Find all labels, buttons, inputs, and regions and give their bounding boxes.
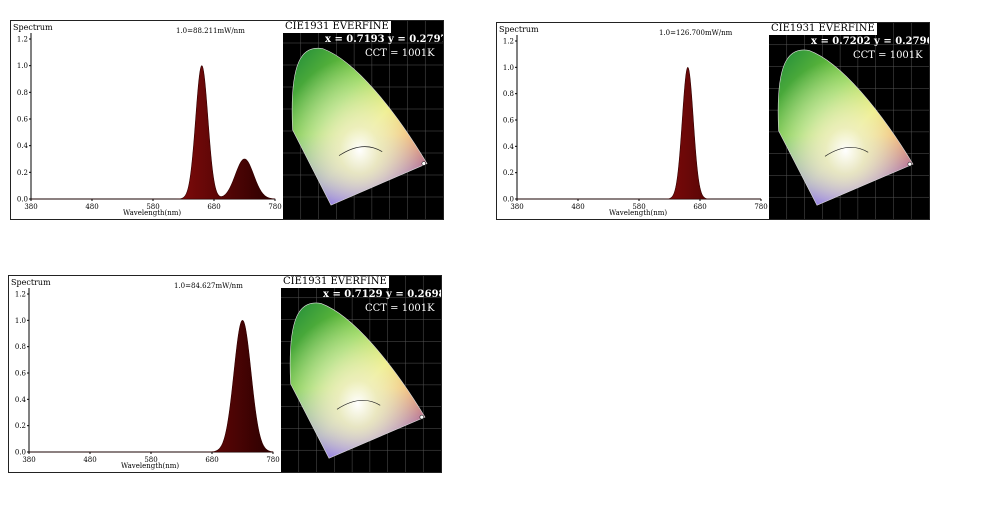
cie-cct-readout: CCT = 1001K: [365, 48, 435, 59]
y-tick-label: 0.8: [17, 89, 28, 97]
y-tick-label: 0.4: [503, 143, 515, 151]
x-tick-label: 380: [22, 456, 35, 464]
cie-xy-readout: x = 0.7202 y = 0.2796: [811, 36, 929, 47]
spectrum-svg: 0.0 0.2 0.4 0.6 0.8 1.0 1.2 380 480 580 680 780: [17, 33, 282, 211]
x-tick-label: 680: [207, 203, 220, 211]
y-tick-label: 0.6: [17, 116, 29, 124]
spectrum-title: Spectrum: [11, 278, 51, 287]
cie-diagram: CIE1931 EVERFINE x = 0.7202 y = 0.2796 C…: [769, 23, 929, 219]
y-tick-label: 0.2: [17, 169, 28, 177]
x-axis-label: Wavelength(nm): [123, 209, 182, 217]
y-tick-label: 0.0: [15, 449, 26, 457]
cie-header: CIE1931 EVERFINE: [281, 276, 389, 288]
cie-diagram: CIE1931 EVERFINE x = 0.7129 y = 0.2698 C…: [281, 276, 441, 472]
spectrum-plot: Spectrum 1.0=88.211mW/nm 0.0 0.2 0.4 0.6 0.8…: [11, 21, 283, 219]
x-tick-label: 480: [83, 456, 96, 464]
cie-header: CIE1931 EVERFINE: [769, 23, 877, 35]
y-tick-label: 0.0: [17, 196, 28, 204]
x-tick-label: 680: [693, 203, 706, 211]
x-tick-label: 680: [205, 456, 218, 464]
cie-svg: [281, 276, 441, 472]
y-tick-label: 1.0: [17, 62, 28, 70]
cie-xy-readout: x = 0.7129 y = 0.2698: [323, 289, 441, 300]
y-tick-label: 0.6: [15, 370, 27, 378]
cie-point: [421, 161, 427, 166]
x-tick-label: 780: [754, 203, 767, 211]
cie-diagram: CIE1931 EVERFINE x = 0.7193 y = 0.2797 C…: [283, 21, 443, 219]
cie-locus-white: [778, 49, 913, 206]
cie-locus-outline: [291, 47, 428, 206]
cie-svg: [283, 21, 443, 219]
spectrum-panel-3: Spectrum 1.0=84.627mW/nm 0.0 0.2 0.4 0.6 0.8…: [8, 275, 442, 473]
planckian-locus: [824, 147, 869, 157]
peak-label: 1.0=84.627mW/nm: [174, 282, 243, 290]
y-tick-label: 0.2: [503, 169, 514, 177]
y-tick-label: 0.2: [15, 422, 26, 430]
peak-label: 1.0=126.700mW/nm: [659, 29, 733, 37]
cie-point: [907, 161, 913, 167]
peak-label: 1.0=88.211mW/nm: [176, 27, 245, 35]
x-tick-label: 580: [144, 456, 157, 464]
y-tick-label: 1.0: [15, 317, 26, 325]
spectrum-title: Spectrum: [499, 25, 539, 34]
spectrum-svg: 0.0 0.2 0.4 0.6 0.8 1.0 1.2 380 480 580 680 780: [503, 35, 768, 211]
cie-header: CIE1931 EVERFINE: [283, 21, 391, 33]
y-tick-label: 1.2: [503, 38, 514, 46]
x-axis-label: Wavelength(nm): [609, 209, 668, 217]
x-tick-label: 780: [266, 456, 279, 464]
y-tick-label: 0.6: [503, 117, 515, 125]
x-tick-label: 480: [571, 203, 584, 211]
y-tick-label: 1.2: [15, 291, 26, 299]
x-tick-label: 780: [268, 203, 281, 211]
spectrum-panel-1: Spectrum 1.0=88.211mW/nm 0.0 0.2 0.4 0.6 0.8…: [10, 20, 444, 220]
planckian-locus: [338, 146, 383, 156]
y-tick-label: 0.0: [503, 196, 514, 204]
x-tick-label: 580: [632, 203, 645, 211]
spectrum-panel-2: Spectrum 1.0=126.700mW/nm 0.0 0.2 0.4 0.6 0.…: [496, 22, 930, 220]
cie-xy-readout: x = 0.7193 y = 0.2797: [325, 34, 443, 45]
x-tick-label: 480: [85, 203, 98, 211]
x-tick-label: 380: [510, 203, 523, 211]
planckian-locus: [336, 400, 381, 410]
cie-svg: [769, 23, 929, 219]
x-tick-label: 580: [146, 203, 159, 211]
spectrum-area: [517, 66, 761, 200]
cie-cct-readout: CCT = 1001K: [853, 50, 923, 61]
spectrum-area: [31, 65, 276, 200]
x-tick-label: 380: [24, 203, 37, 211]
y-tick-label: 0.4: [15, 396, 27, 404]
y-tick-label: 0.8: [15, 343, 26, 351]
y-tick-label: 1.0: [503, 64, 514, 72]
spectrum-plot: Spectrum 1.0=126.700mW/nm 0.0 0.2 0.4 0.6 0.…: [497, 23, 769, 219]
spectrum-area: [29, 319, 274, 453]
y-tick-label: 0.4: [17, 142, 29, 150]
cie-locus-white: [292, 48, 427, 206]
cie-cct-readout: CCT = 1001K: [365, 303, 435, 314]
x-axis-label: Wavelength(nm): [121, 462, 180, 470]
cie-locus-outline: [777, 49, 914, 206]
cie-point: [419, 414, 425, 420]
y-tick-label: 0.8: [503, 90, 514, 98]
spectrum-title: Spectrum: [13, 23, 53, 32]
spectrum-plot: Spectrum 1.0=84.627mW/nm 0.0 0.2 0.4 0.6 0.8…: [9, 276, 281, 472]
cie-locus-outline: [289, 302, 426, 459]
cie-locus-white: [290, 302, 425, 459]
y-tick-label: 1.2: [17, 36, 28, 44]
spectrum-svg: 0.0 0.2 0.4 0.6 0.8 1.0 1.2 380 480 580 680 780: [15, 288, 280, 464]
